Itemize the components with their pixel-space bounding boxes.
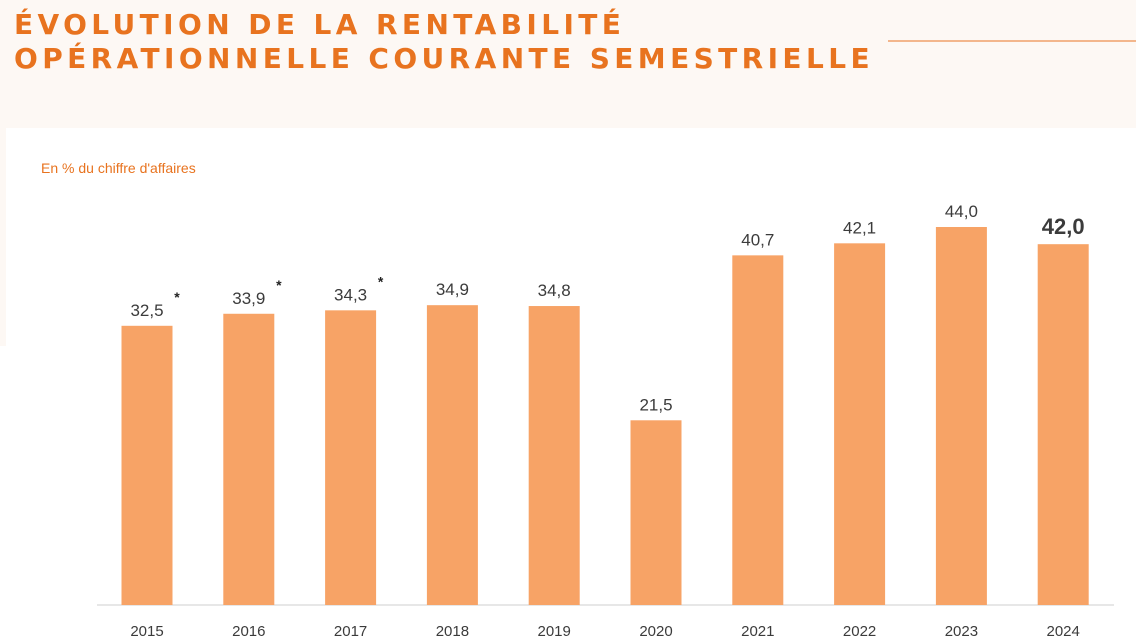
footnote-marker-2015: * bbox=[174, 289, 180, 305]
bar-2016 bbox=[223, 313, 275, 605]
data-label-2024: 42,0 bbox=[1042, 214, 1085, 239]
data-label-2018: 34,9 bbox=[436, 280, 469, 299]
data-label-2017: 34,3 bbox=[334, 285, 367, 304]
bar-2018 bbox=[426, 305, 478, 605]
bar-2015 bbox=[121, 325, 173, 605]
bar-2022 bbox=[834, 243, 886, 605]
data-label-2023: 44,0 bbox=[945, 202, 978, 221]
x-tick-label-2022: 2022 bbox=[843, 623, 876, 640]
data-label-2015: 32,5 bbox=[130, 301, 163, 320]
bar-2023 bbox=[935, 227, 987, 605]
title-divider bbox=[888, 40, 1136, 42]
side-band bbox=[0, 128, 6, 346]
footnote-marker-2017: * bbox=[378, 273, 384, 289]
data-label-2016: 33,9 bbox=[232, 289, 265, 308]
x-tick-label-2019: 2019 bbox=[538, 623, 571, 640]
x-tick-label-2017: 2017 bbox=[334, 623, 367, 640]
bar-2024 bbox=[1037, 244, 1089, 605]
data-label-2022: 42,1 bbox=[843, 218, 876, 237]
x-tick-label-2016: 2016 bbox=[232, 623, 265, 640]
page-title: ÉVOLUTION DE LA RENTABILITÉ OPÉRATIONNEL… bbox=[14, 8, 874, 76]
title-line-1: ÉVOLUTION DE LA RENTABILITÉ bbox=[14, 8, 626, 41]
x-tick-label-2021: 2021 bbox=[741, 623, 774, 640]
footnote-marker-2016: * bbox=[276, 277, 282, 293]
bar-2020 bbox=[630, 420, 682, 605]
bar-2019 bbox=[528, 306, 580, 605]
x-tick-label-2024: 2024 bbox=[1047, 623, 1080, 640]
title-line-2: OPÉRATIONNELLE COURANTE SEMESTRIELLE bbox=[14, 42, 874, 75]
bar-2017 bbox=[325, 310, 377, 605]
x-tick-label-2023: 2023 bbox=[945, 623, 978, 640]
x-tick-label-2020: 2020 bbox=[639, 623, 672, 640]
x-tick-label-2018: 2018 bbox=[436, 623, 469, 640]
bar-2021 bbox=[732, 255, 784, 605]
data-label-2020: 21,5 bbox=[639, 395, 672, 414]
data-label-2021: 40,7 bbox=[741, 230, 774, 249]
header-band bbox=[0, 0, 1136, 128]
data-label-2019: 34,8 bbox=[538, 281, 571, 300]
chart-subtitle: En % du chiffre d'affaires bbox=[41, 160, 196, 176]
x-tick-label-2015: 2015 bbox=[130, 623, 163, 640]
